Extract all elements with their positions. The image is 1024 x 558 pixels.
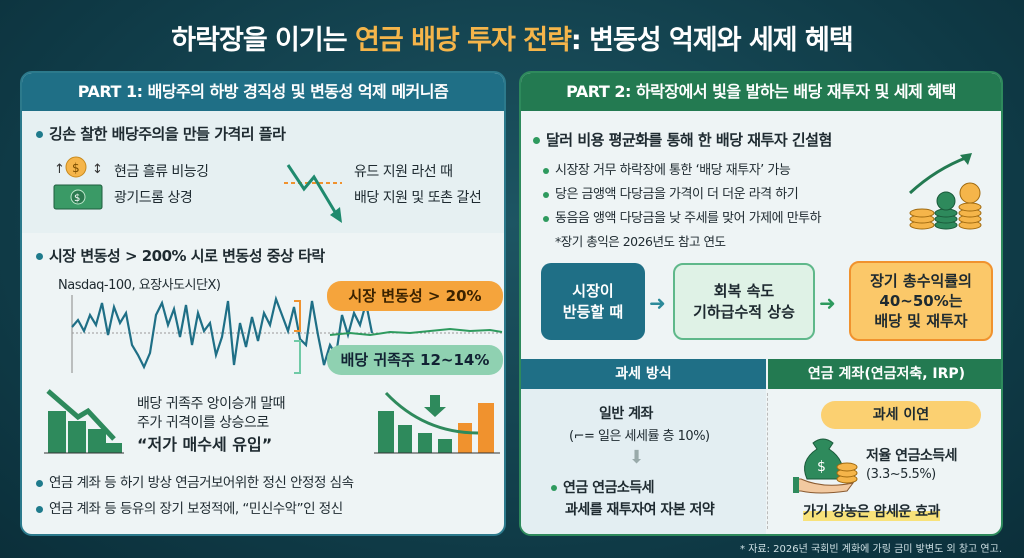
support-text: 유드 지원 라선 때 <box>354 164 453 180</box>
pension-tax-rate: (3.3~5.5%) <box>866 467 936 482</box>
tax-method-header: 과세 방식 <box>521 359 766 389</box>
general-account-section <box>521 389 766 534</box>
part2-bullet-3: 동음음 앵액 다당금을 낮 주세를 맞어 가제에 만투하 <box>543 207 822 226</box>
general-account-title: 일반 계좌 <box>599 406 653 422</box>
flow-step-3: 장기 총수익률의 40~50%는 배당 및 재투자 <box>849 261 993 341</box>
svg-text:↑: ↑ <box>54 162 65 177</box>
general-account-bullet: 연금 연금소득세 <box>551 477 655 497</box>
cash-flow-text: 현금 흘류 비능깅 <box>114 164 209 180</box>
market-volatility-bubble: 시장 변동성 > 20% <box>327 281 503 311</box>
general-account-rate: (⌐= 일은 세세률 층 10%) <box>569 429 710 444</box>
section1: 깅손 찰한 배당주의을 만들 가격리 플라 ↑ $ ↕ $ 현금 흘류 비능깅 광기… <box>22 111 504 233</box>
cash-coin-icon: ↑ $ ↕ $ <box>53 156 103 210</box>
page-title: 하락장을 이기는 연금 배당 투자 전략: 변동성 억제와 세제 혜택 <box>171 25 853 56</box>
bullet-2: 연금 계좌 등 등유의 장기 보정적에, “민신수악”인 정신 <box>36 497 343 517</box>
arrow-down-icon: ⬇ <box>629 447 645 468</box>
coin-stacks-growth-icon <box>908 153 982 230</box>
part1-panel: PART 1: 배당주의 하방 경직성 및 변동성 억제 메커니즘 깅손 찰한 … <box>20 71 506 536</box>
flow-step-1: 시장이 반등할 때 <box>541 263 645 340</box>
dividend-note-2: 주가 귀격이를 상승으로 <box>137 415 269 431</box>
dividend-volatility-bubble: 배당 귀족주 12~14% <box>327 345 503 375</box>
svg-text:$: $ <box>74 193 80 204</box>
svg-text:↕: ↕ <box>92 162 103 177</box>
footnote: * 자료: 2026년 국회빈 계화에 가링 금미 밯변도 외 창고 연고. <box>740 544 1002 555</box>
volatility-chart <box>71 295 504 374</box>
chart-label: Nasdaq-100, 요장사도시단X) <box>58 278 221 293</box>
falling-bars-icon <box>44 389 124 454</box>
flow-step-2: 회복 속도 기하급수적 상승 <box>673 263 815 340</box>
section1-heading: 깅손 찰한 배당주의을 만들 가격리 플라 <box>36 123 286 144</box>
svg-text:$: $ <box>817 459 826 475</box>
market-volatility-line <box>71 295 374 370</box>
money-bag-hand-icon: $ <box>793 438 858 494</box>
arrow-right-icon: ➜ <box>819 291 836 315</box>
part2-bullet-1: 시장장 거무 하락장에 통한 ‘배당 재투자’ 가능 <box>543 159 791 178</box>
part2-note: *장기 총익은 2026년도 참고 연도 <box>555 234 726 249</box>
dividend-volatility-line <box>329 327 503 337</box>
dividend-note-1: 배당 귀족주 앙이승개 말때 <box>137 396 286 412</box>
section2-heading: 시장 변동성 > 200% 시로 변동성 중상 타락 <box>36 245 325 266</box>
bullet-1: 연금 계좌 등 하기 방상 연금거보어위한 정신 안정정 심속 <box>36 471 354 491</box>
rebound-bars-icon <box>374 391 500 454</box>
part1-header: PART 1: 배당주의 하방 경직성 및 변동성 억제 메커니즘 <box>22 73 504 111</box>
part2-heading: 달러 비용 평균화를 통해 한 배당 재투자 긴설혐 <box>533 129 832 150</box>
support-text-2: 배당 지원 및 또촌 갈선 <box>354 190 482 206</box>
tax-deferral-badge: 과세 이연 <box>821 401 981 429</box>
general-account-bullet-2: 과세를 재투자여 자본 저약 <box>565 502 715 518</box>
arrow-right-icon: ➜ <box>649 291 666 315</box>
bargain-buying-quote: “저가 매수세 유입” <box>137 435 273 454</box>
part2-bullet-2: 당은 금앵액 다당금을 가격이 더 더운 라격 하기 <box>543 183 799 202</box>
low-pension-tax-title: 저율 연금소득세 <box>866 448 958 464</box>
divider <box>767 393 768 529</box>
down-trend-arrow-icon <box>284 164 342 223</box>
part2-panel: PART 2: 하락장에서 빛을 발하는 배당 재투자 및 세제 혜택 달러 비… <box>519 71 1003 536</box>
tax-effect-text: 가기 강농은 암세운 효과 <box>803 501 940 521</box>
cash-text-2: 광기드롬 상경 <box>114 190 193 206</box>
pension-account-header: 연금 계좌(연금저축, IRP) <box>768 359 1001 389</box>
part2-header: PART 2: 하락장에서 빛을 발하는 배당 재투자 및 세제 혜택 <box>521 73 1001 111</box>
svg-text:$: $ <box>72 161 80 175</box>
